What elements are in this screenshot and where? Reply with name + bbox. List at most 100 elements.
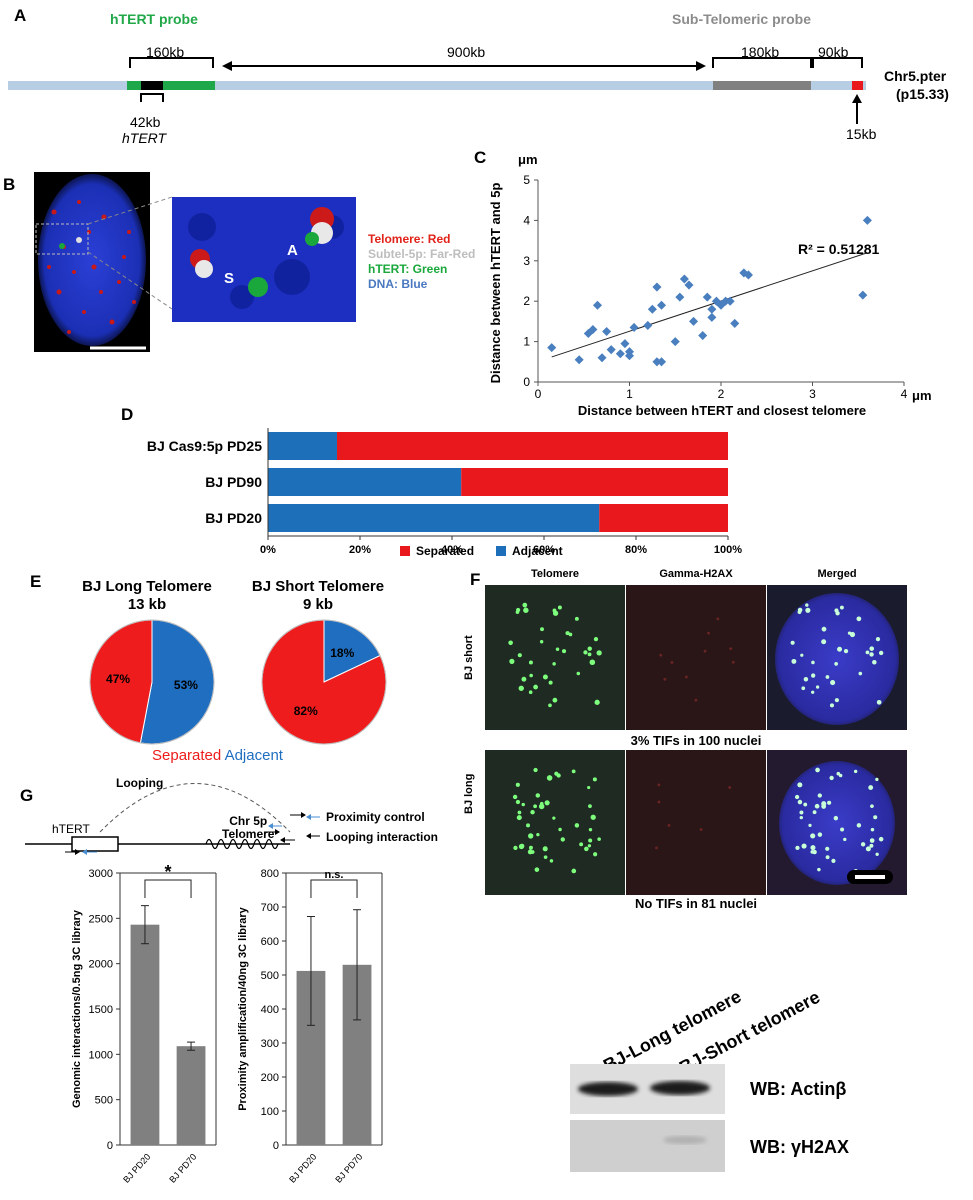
telomere-focus (517, 653, 522, 658)
d-x-tick-label: 20% (349, 544, 371, 556)
microscopy-grid (485, 585, 907, 895)
pie-legend-adjacent: Adjacent (224, 747, 283, 764)
merged-focus (860, 842, 866, 847)
merged-focus (803, 676, 809, 682)
short-telomere-title: BJ Short Telomere 9 kb (238, 578, 398, 614)
c-data-point (597, 353, 607, 363)
label-s: S (224, 270, 235, 287)
telomere-focus (527, 849, 533, 855)
telomere-focus (587, 785, 591, 790)
merged-focus (847, 631, 852, 635)
merged-focus (811, 690, 815, 694)
c-data-point (862, 215, 872, 225)
d-bar-segment-separated (337, 432, 728, 460)
g-y-tick-label: 100 (261, 1106, 279, 1118)
c-x-axis-label: Distance between hTERT and closest telom… (578, 403, 866, 418)
g-y-tick-label: 800 (261, 868, 279, 880)
g-y-tick-label: 3000 (89, 868, 113, 880)
telomere-focus (548, 680, 553, 685)
merged-focus (799, 810, 804, 815)
label-htert-diagram: hTERT (52, 822, 90, 836)
telomere-focus (583, 650, 588, 655)
c-data-point (588, 324, 598, 335)
nucleus-image (34, 172, 150, 352)
merged-focus (808, 823, 812, 828)
merged-focus (821, 626, 827, 632)
f-short-gamma-image (626, 585, 766, 730)
g-y-tick-label: 0 (107, 1140, 113, 1152)
f-row-short: BJ short (463, 635, 475, 680)
telomere-focus (521, 676, 527, 682)
legend-telomere: Telomere: Red (368, 232, 451, 246)
panel-g-letter: G (20, 786, 34, 805)
looping-diagram (25, 783, 320, 855)
merged-focus (878, 650, 884, 656)
long-title-line2: 13 kb (127, 596, 167, 613)
g-category-label: BJ PD70 (167, 1152, 198, 1185)
telomere-coil (205, 838, 279, 850)
g-y-tick-label: 1500 (89, 1004, 113, 1016)
telomere-focus (509, 658, 515, 664)
g-significance-label: n.s. (325, 869, 344, 881)
c-data-point (689, 316, 699, 326)
wb-h2ax-label: WB: γH2AX (750, 1137, 850, 1157)
d-category-label: BJ Cas9:5p PD25 (147, 438, 262, 454)
d-bar-segment-separated (599, 504, 728, 532)
chr5p-line1: Chr 5p (229, 814, 268, 828)
c-x-tick-label: 3 (809, 387, 816, 401)
merged-focus (817, 793, 822, 798)
c-data-point (602, 326, 612, 337)
c-unit-y: μm (518, 152, 538, 167)
c-data-point (656, 357, 667, 367)
merged-focus (870, 827, 875, 832)
label-proximity-control: Proximity control (326, 810, 425, 824)
c-r2-annotation: R² = 0.51281 (798, 241, 880, 257)
d-category-label: BJ PD90 (205, 474, 262, 490)
merged-focus (825, 846, 830, 851)
gamma-focus (657, 783, 661, 787)
c-data-point (858, 290, 868, 300)
merged-focus (811, 660, 815, 665)
c-data-point (615, 349, 625, 359)
telomere-focus (535, 793, 541, 798)
telomere-focus (552, 662, 556, 666)
telomere-focus (539, 640, 544, 644)
bracket-180kb (712, 57, 812, 68)
gamma-focus (694, 698, 698, 702)
subtel-probe-region (713, 81, 811, 90)
scatter-chart: 0 1 2 3 4 0 1 2 3 4 5 Distance between hTERT and 5… (490, 173, 908, 418)
d-x-tick-label: 60% (533, 544, 555, 556)
g-category-label: BJ PD20 (121, 1152, 152, 1185)
c-data-point (620, 339, 630, 349)
telomere-focus (513, 845, 518, 851)
gamma-focus (729, 647, 733, 651)
legend-separated-swatch (400, 546, 410, 556)
merged-focus (803, 802, 808, 807)
telomere-focus (574, 616, 579, 621)
telomere-focus (565, 631, 570, 636)
gamma-focus (699, 828, 703, 831)
telomere-focus (528, 833, 534, 839)
c-data-point (652, 282, 662, 292)
merged-focus (865, 650, 870, 655)
c-data-point (647, 304, 657, 314)
telomere-focus (517, 810, 522, 815)
telomere-focus (518, 685, 524, 691)
label-looping-interaction: Looping interaction (326, 830, 438, 844)
gamma-focus (670, 661, 674, 664)
c-data-point (698, 331, 708, 341)
c-data-point (643, 320, 653, 330)
bar-chart-genomic: 0 500 1000 1500 2000 2500 3000 BJ PD20 BJ PD70 * G… (71, 862, 217, 1185)
telomere-focus (590, 814, 596, 820)
telomere-focus (533, 804, 537, 809)
label-900kb: 900kb (447, 44, 486, 60)
legend-adjacent-swatch (496, 546, 506, 556)
gamma-focus (703, 649, 707, 653)
telomere-focus (540, 627, 544, 632)
telomere-focus (526, 823, 530, 828)
g-y-tick-label: 500 (261, 970, 279, 982)
telomere-focus (528, 690, 533, 695)
merged-focus (834, 608, 839, 613)
telomere-focus (528, 660, 533, 665)
panel-e-letter: E (30, 572, 42, 591)
